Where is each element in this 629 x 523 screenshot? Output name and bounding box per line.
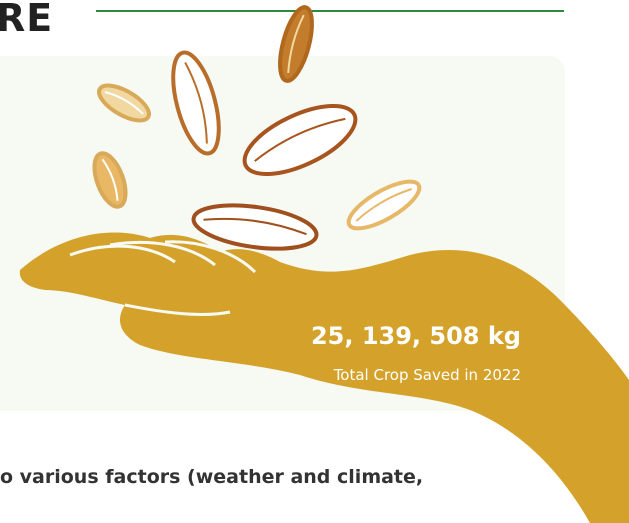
paragraph: o various factors (weather and climate, xyxy=(0,466,423,488)
seed xyxy=(235,92,365,188)
seed xyxy=(94,79,154,128)
stat-value: 25, 139, 508 kg xyxy=(311,322,521,350)
seed xyxy=(342,173,425,237)
seed xyxy=(88,149,132,211)
stat-label: Total Crop Saved in 2022 xyxy=(334,366,521,384)
seed xyxy=(164,48,228,158)
seed xyxy=(274,4,319,84)
page: RE 25, 139, 508 kg Total Crop Saved in 2… xyxy=(0,0,629,523)
illustration xyxy=(0,0,629,523)
